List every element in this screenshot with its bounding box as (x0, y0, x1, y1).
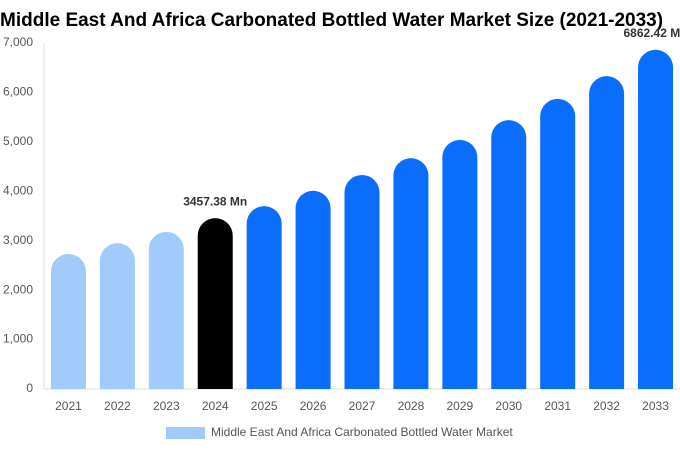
legend-label: Middle East And Africa Carbonated Bottle… (211, 425, 513, 439)
y-tick-label: 2,000 (3, 282, 33, 296)
x-tick-label: 2031 (544, 399, 571, 413)
x-tick-label: 2028 (398, 399, 425, 413)
x-tick-label: 2032 (593, 399, 620, 413)
y-tick-label: 5,000 (3, 134, 33, 148)
x-tick-label: 2033 (642, 399, 669, 413)
x-tick-label: 2022 (104, 399, 131, 413)
bar (99, 243, 135, 389)
y-tick-label: 3,000 (3, 233, 33, 247)
bar (344, 174, 380, 389)
legend-swatch (166, 427, 205, 439)
chart-title: Middle East And Africa Carbonated Bottle… (0, 10, 663, 31)
x-tick-label: 2025 (251, 399, 278, 413)
x-tick-label: 2029 (446, 399, 473, 413)
y-tick-label: 7,000 (3, 35, 33, 49)
bar (540, 98, 576, 389)
bar (491, 120, 527, 389)
bar (442, 139, 478, 389)
x-tick-label: 2027 (349, 399, 376, 413)
bar (148, 231, 184, 389)
value-label: 3457.38 Mn (183, 194, 247, 208)
bar (638, 49, 674, 389)
value-label: 6862.42 Mn (624, 26, 680, 40)
x-tick-label: 2021 (55, 399, 82, 413)
x-tick-label: 2024 (202, 399, 229, 413)
y-tick-label: 0 (26, 381, 33, 395)
bar (393, 158, 429, 389)
y-tick-label: 4,000 (3, 183, 33, 197)
bar (197, 218, 233, 389)
bar (295, 190, 331, 389)
bar (50, 254, 86, 389)
x-tick-label: 2030 (495, 399, 522, 413)
x-tick-label: 2023 (153, 399, 180, 413)
y-tick-label: 1,000 (3, 332, 33, 346)
x-tick-label: 2026 (300, 399, 327, 413)
y-tick-label: 6,000 (3, 85, 33, 99)
bar (246, 206, 282, 389)
bar (589, 76, 625, 389)
